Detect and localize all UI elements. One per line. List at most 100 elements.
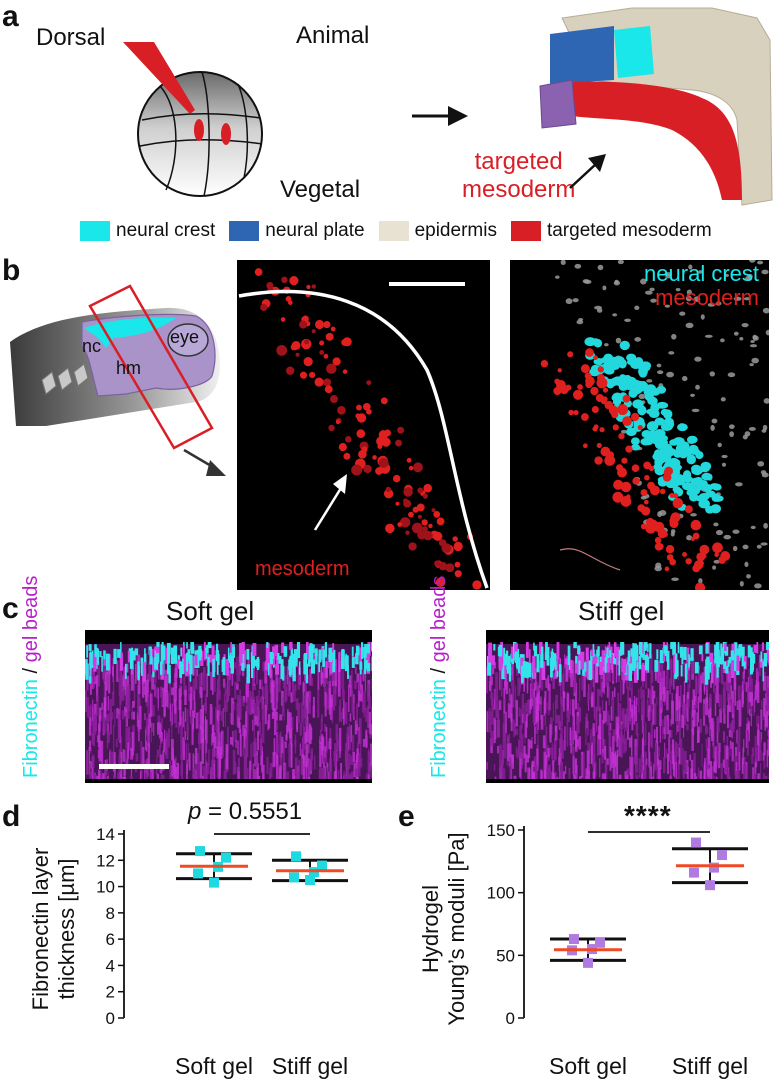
pharyngeal-arches: [41, 363, 89, 395]
fibronectin-strand: [730, 650, 735, 661]
gel-bead: [224, 682, 227, 696]
mesoderm-cell: [577, 384, 583, 390]
gel-bead: [729, 723, 733, 733]
cell-nucleus: [408, 465, 414, 471]
gel-bead: [631, 708, 634, 718]
gel-bead: [726, 705, 729, 729]
gel-bead: [302, 681, 305, 706]
gel-bead: [348, 753, 351, 769]
fibronectin-strand: [366, 643, 370, 654]
cell-nucleus: [330, 326, 336, 332]
fibronectin-strand: [276, 656, 279, 669]
gel-bead: [262, 704, 265, 718]
gel-bead: [254, 769, 256, 783]
gel-bead: [326, 693, 330, 710]
cell-nucleus: [411, 522, 423, 534]
gel-bead: [552, 760, 555, 783]
gel-bead: [274, 751, 277, 766]
gel-bead: [110, 708, 112, 719]
gel-bead: [222, 736, 224, 758]
gel-bead: [568, 664, 571, 679]
mesoderm-cell: [690, 536, 696, 541]
gel-bead: [214, 671, 216, 692]
mesoderm-cell: [604, 400, 614, 410]
nucleus: [574, 263, 582, 269]
gel-bead: [320, 767, 324, 780]
gel-bead: [695, 675, 697, 701]
gel-bead: [553, 773, 556, 783]
fibronectin-strand: [144, 648, 146, 659]
gel-bead: [647, 695, 649, 703]
gel-bead: [625, 738, 627, 752]
fibronectin-strand: [539, 641, 543, 655]
cell-nucleus: [337, 406, 346, 415]
fibronectin-strand: [241, 641, 245, 658]
gel-bead: [357, 679, 360, 708]
mesoderm-cell: [648, 465, 655, 472]
fibronectin-strand: [541, 646, 544, 667]
fibronectin-strand: [719, 656, 723, 665]
gel-bead: [566, 719, 569, 747]
mesoderm-cell: [617, 404, 629, 416]
fibronectin-strand: [731, 643, 735, 655]
fibronectin-strand: [166, 642, 170, 654]
neural-crest-cell: [584, 337, 596, 347]
gel-bead: [673, 762, 676, 778]
gel-bead: [621, 665, 623, 681]
fibronectin-strand: [546, 647, 550, 666]
gel-bead: [540, 714, 544, 730]
chart-d-ylabel: Fibronectin layer thickness [µm]: [28, 814, 80, 1044]
fibronectin-strand: [189, 664, 192, 682]
gel-bead: [742, 673, 745, 691]
gel-bead: [754, 684, 758, 701]
fibronectin-strand: [190, 641, 195, 651]
gel-bead: [104, 767, 106, 783]
gel-bead: [148, 661, 152, 682]
nucleus: [582, 279, 590, 284]
cell-nucleus: [431, 508, 436, 513]
gel-bead: [363, 704, 366, 718]
gel-bead: [697, 696, 700, 723]
fibronectin-strand: [584, 662, 587, 672]
gel-bead: [557, 715, 561, 728]
gel-bead: [137, 654, 141, 664]
pvalue-label: p = 0.5551: [188, 798, 302, 826]
fibronectin-strand: [366, 663, 371, 672]
gel-bead: [635, 697, 638, 706]
fibronectin-strand: [207, 640, 212, 649]
gel-bead: [262, 764, 265, 783]
gel-bead: [559, 762, 562, 783]
cell-nucleus: [392, 474, 401, 483]
gel-bead: [718, 666, 721, 683]
gel-bead: [716, 741, 719, 765]
gel-bead: [246, 696, 249, 713]
gel-bead: [665, 720, 668, 734]
gel-bead: [350, 771, 354, 783]
gel-bead: [253, 683, 256, 691]
gel-bead: [640, 686, 643, 699]
gel-bead: [130, 765, 133, 777]
gel-bead: [509, 757, 512, 783]
gel-bead: [597, 737, 600, 754]
y-tick-label: 14: [96, 825, 115, 844]
gel-bead: [140, 769, 143, 777]
gel-bead: [246, 715, 249, 736]
gel-bead: [297, 674, 300, 690]
gel-bead: [198, 674, 202, 694]
gel-bead: [758, 654, 762, 663]
gel-bead: [86, 750, 88, 775]
gel-bead: [170, 719, 172, 727]
ylabel-slash: /: [20, 662, 42, 680]
neural-crest-cell: [702, 484, 713, 492]
cell-nucleus: [351, 464, 363, 476]
gel-bead: [329, 680, 332, 708]
mesoderm-cell: [669, 492, 675, 498]
gel-bead: [762, 752, 765, 761]
gel-bead: [763, 773, 765, 783]
gel-bead: [238, 722, 241, 734]
cell-nucleus: [289, 276, 299, 286]
cell-nucleus: [408, 542, 417, 551]
fibronectin-strand: [296, 640, 301, 659]
gel-bead: [611, 691, 614, 700]
fibronectin-strand: [119, 652, 123, 671]
